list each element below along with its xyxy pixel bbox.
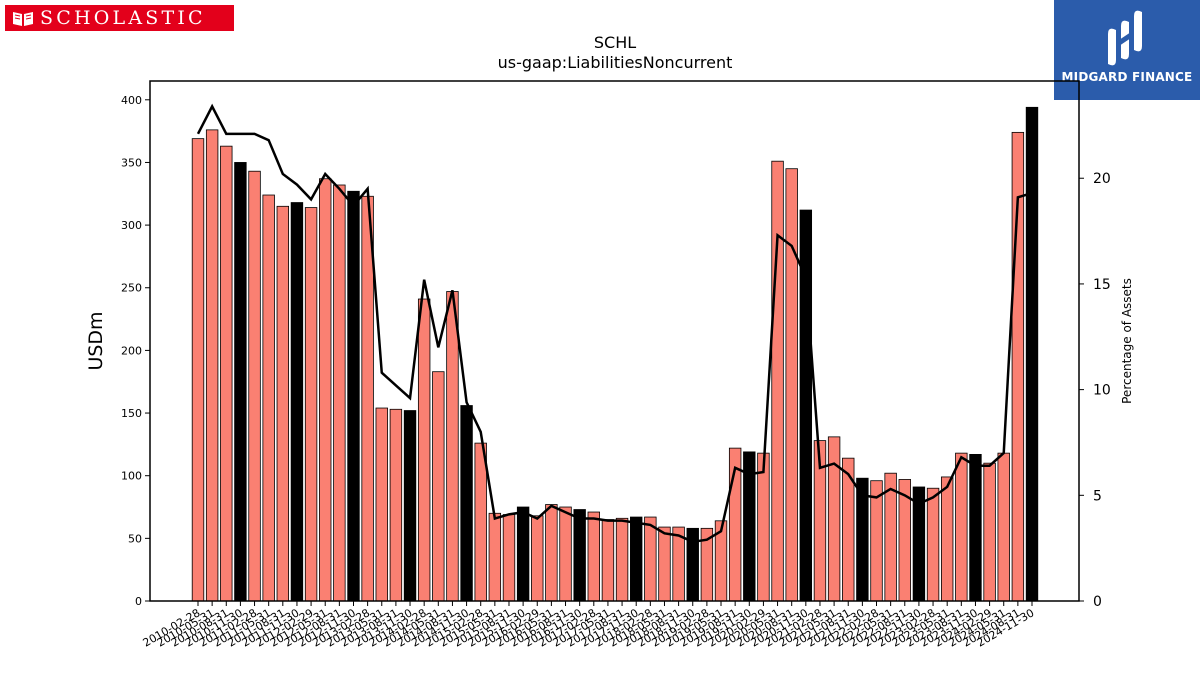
bar-2015-02-28: [474, 442, 487, 602]
chart-subtitle: us-gaap:LiabilitiesNoncurrent: [498, 53, 733, 72]
y-tick-label: 350: [121, 156, 142, 169]
y2-tick-label: 10: [1093, 383, 1111, 399]
midgard-finance-wordmark: MIDGARD FINANCE: [1061, 70, 1193, 84]
y2-axis: 0 5 10 15 20: [1079, 171, 1111, 610]
bar-2020-08-31: [785, 168, 798, 602]
bar-2017-08-31: [615, 517, 629, 602]
midgard-mark-icon: [1108, 10, 1142, 66]
y-tick-label: 150: [121, 407, 142, 420]
bar-2013-11-30: [403, 410, 417, 602]
bar-2017-02-28: [587, 511, 600, 602]
bar-2011-05-31: [262, 194, 275, 602]
y-tick-label: 0: [135, 595, 142, 608]
y-tick-label: 300: [121, 219, 142, 232]
bar-2016-11-30: [573, 509, 586, 602]
bar-series: [191, 106, 1039, 602]
bar-2017-11-30: [630, 516, 643, 602]
bar-2023-11-30: [969, 453, 982, 602]
bar-2014-05-31: [432, 371, 445, 602]
bar-2012-05-31: [319, 178, 332, 602]
bar-2013-08-31: [389, 408, 403, 602]
bar-2024-05-31: [997, 452, 1010, 602]
plot-frame: [149, 80, 1080, 602]
bar-2012-11-30: [347, 190, 360, 602]
chart-title: SCHL: [594, 33, 636, 52]
y-tick-label: 250: [121, 282, 142, 295]
bar-2011-02-28: [248, 170, 261, 602]
bar-2011-11-30: [290, 202, 304, 602]
y2-tick-label: 5: [1093, 488, 1102, 504]
y-tick-label: 400: [121, 94, 142, 107]
bar-2015-08-31: [502, 514, 516, 602]
bar-2016-05-31: [545, 504, 558, 602]
bar-2016-02-29: [531, 515, 544, 602]
bar-2015-11-30: [516, 506, 530, 602]
open-book-icon: [13, 12, 33, 26]
scholastic-logo: SCHOLASTIC: [5, 5, 234, 31]
bar-2024-11-30: [1025, 106, 1039, 602]
y-tick-label: 50: [128, 532, 142, 545]
bar-2012-02-29: [304, 207, 318, 602]
bar-2014-11-30: [460, 405, 473, 602]
x-axis: 2010-02-282010-05-312010-08-312010-11-30…: [141, 601, 1037, 650]
bar-2010-08-31: [220, 145, 233, 602]
bar-2013-05-31: [375, 407, 388, 602]
y2-tick-label: 20: [1093, 171, 1111, 187]
bar-2023-02-28: [926, 487, 940, 602]
bar-2020-02-29: [757, 452, 770, 602]
scholastic-wordmark: SCHOLASTIC: [40, 7, 206, 29]
bar-2017-05-31: [601, 519, 615, 602]
bar-2011-08-31: [276, 205, 290, 602]
bar-2020-05-31: [771, 160, 784, 602]
y2-tick-label: 15: [1093, 277, 1111, 293]
bar-2016-08-31: [559, 506, 572, 602]
bar-2022-02-28: [870, 480, 883, 602]
bar-2023-05-31: [940, 476, 954, 602]
bar-2021-05-31: [827, 436, 841, 602]
percentage-line: [196, 103, 1033, 544]
bar-2015-05-31: [488, 512, 502, 602]
y-tick-label: 200: [121, 344, 142, 357]
bar-2018-02-28: [644, 516, 657, 602]
y-tick-label: 100: [121, 470, 142, 483]
y2-axis-label: Percentage of Assets: [1120, 278, 1134, 404]
y-axis: 0 50 100 150 200 250 300 350 400: [121, 94, 150, 608]
bar-2023-08-31: [955, 452, 968, 602]
bar-2014-08-31: [446, 291, 459, 602]
bar-2010-11-30: [234, 162, 247, 602]
y2-tick-label: 0: [1093, 594, 1102, 610]
bar-2024-02-29: [983, 462, 996, 602]
bar-2010-05-31: [205, 129, 219, 602]
y-axis-label: USDm: [85, 311, 107, 370]
bar-2014-02-28: [417, 298, 431, 602]
bar-2012-08-31: [333, 184, 346, 602]
bar-2018-05-31: [658, 526, 671, 602]
bar-2010-02-28: [191, 138, 205, 602]
